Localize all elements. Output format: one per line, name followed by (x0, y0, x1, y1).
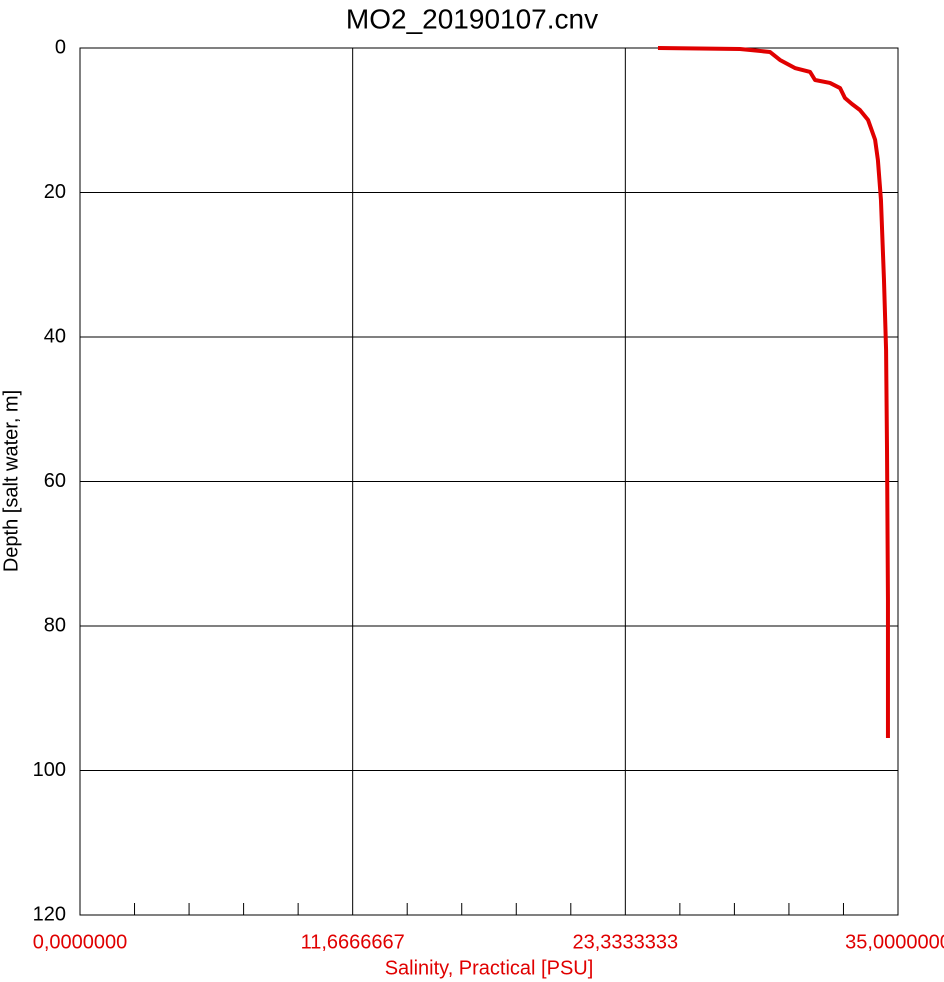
x-tick-label: 23,3333333 (572, 931, 678, 953)
x-tick-label: 35,0000000 (845, 931, 944, 953)
data-line (657, 46, 890, 738)
x-tick-label: 11,6666667 (301, 931, 405, 953)
y-tick-label: 60 (44, 470, 66, 492)
x-axis-label: Salinity, Practical [PSU] (385, 957, 594, 979)
chart-title: MO2_20190107.cnv (346, 3, 598, 34)
y-tick-label: 20 (44, 181, 66, 203)
x-tick-label: 0,0000000 (33, 931, 128, 953)
y-tick-label: 120 (33, 903, 66, 925)
y-tick-label: 0 (55, 36, 66, 58)
y-axis-label: Depth [salt water, m] (0, 390, 22, 572)
y-tick-label: 80 (44, 614, 66, 636)
y-tick-label: 40 (44, 325, 66, 347)
y-tick-label: 100 (33, 759, 66, 781)
